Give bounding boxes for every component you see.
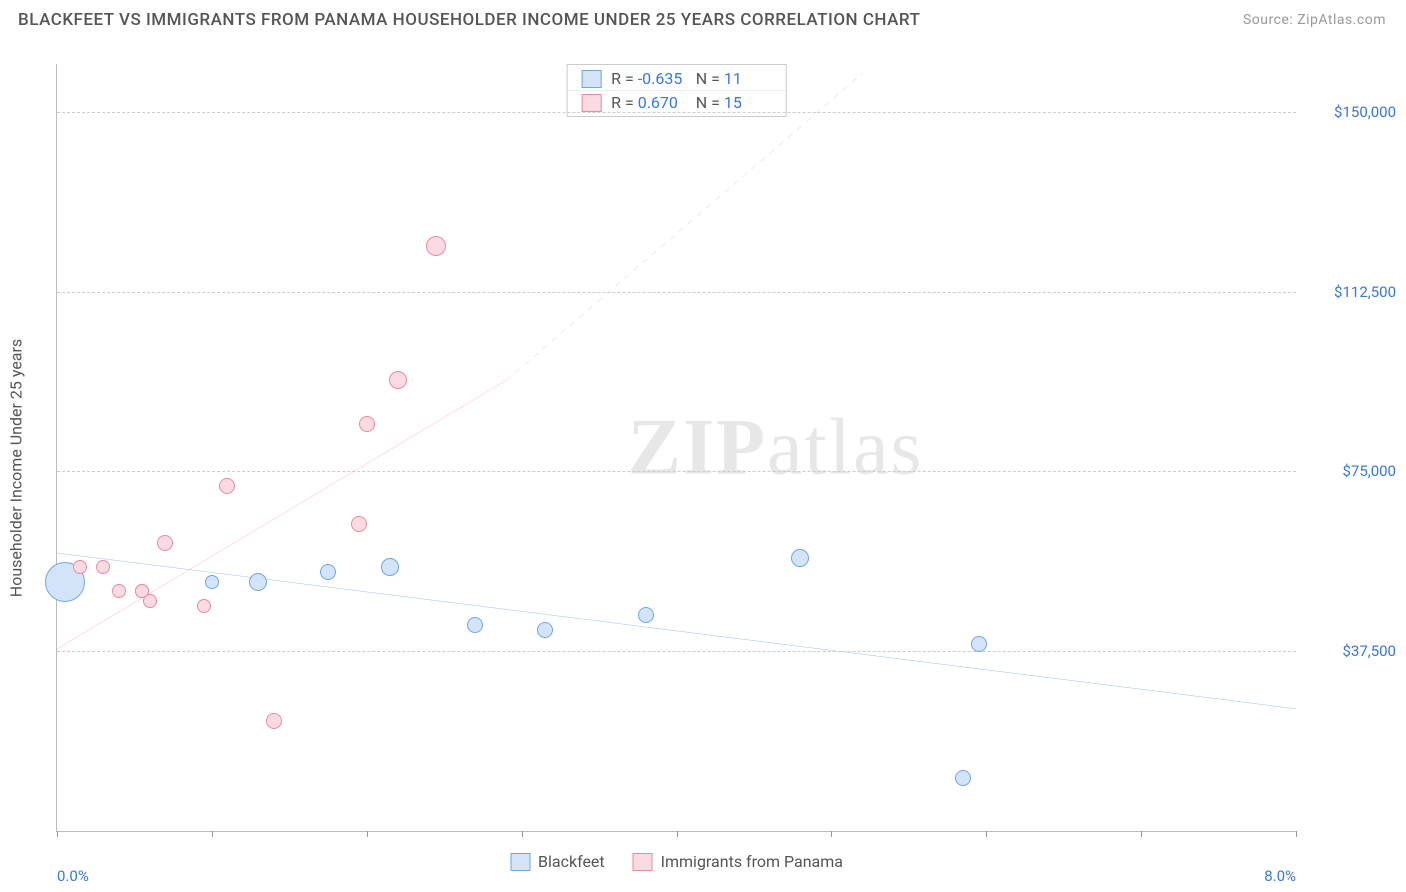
data-point [426,236,446,256]
y-axis-label: Householder Income Under 25 years [7,339,26,597]
gridline [57,651,1296,652]
x-tick-mark [57,831,58,837]
data-point [219,478,235,494]
chart-title: BLACKFEET VS IMMIGRANTS FROM PANAMA HOUS… [18,10,920,30]
data-point [467,617,483,633]
series-legend: Blackfeet Immigrants from Panama [510,852,843,871]
gridline [57,471,1296,472]
trend-line [57,553,1296,709]
x-tick-mark [1141,831,1142,837]
y-tick-label: $37,500 [1306,642,1396,660]
legend-item-blackfeet: Blackfeet [510,852,605,871]
data-point [157,535,173,551]
x-tick-mark [522,831,523,837]
data-point [96,560,110,574]
swatch-icon [581,94,601,112]
chart-header: BLACKFEET VS IMMIGRANTS FROM PANAMA HOUS… [0,0,1406,36]
y-tick-label: $75,000 [1306,462,1396,480]
legend-label: Blackfeet [538,852,605,871]
data-point [389,371,407,389]
data-point [955,770,971,786]
data-point [249,573,267,591]
trend-line [57,380,506,648]
data-point [638,607,654,623]
data-point [381,558,399,576]
plot-region: ZIPatlas R = -0.635 N = 11 R = 0.670 N =… [56,64,1296,832]
swatch-icon [633,853,653,871]
data-point [537,622,553,638]
y-tick-label: $112,500 [1306,283,1396,301]
data-point [73,560,87,574]
data-point [197,599,211,613]
data-point [320,564,336,580]
data-point [351,516,367,532]
gridline [57,292,1296,293]
stats-row-blackfeet: R = -0.635 N = 11 [567,67,786,90]
x-tick-mark [212,831,213,837]
data-point [971,636,987,652]
y-tick-label: $150,000 [1306,103,1396,121]
x-tick-mark [367,831,368,837]
legend-label: Immigrants from Panama [661,852,843,871]
x-tick-mark [677,831,678,837]
data-point [791,549,809,567]
x-tick-mark [986,831,987,837]
source-label: Source: ZipAtlas.com [1243,12,1386,28]
swatch-icon [581,70,601,88]
stats-row-panama: R = 0.670 N = 15 [567,90,786,114]
x-tick-mark [1296,831,1297,837]
data-point [359,416,375,432]
x-tick-mark [831,831,832,837]
x-tick-label: 0.0% [57,867,89,885]
correlation-stats-box: R = -0.635 N = 11 R = 0.670 N = 15 [566,64,787,117]
swatch-icon [510,853,530,871]
data-point [266,713,282,729]
x-tick-label: 8.0% [1264,867,1296,885]
legend-item-panama: Immigrants from Panama [633,852,843,871]
trend-lines-layer [57,64,1296,831]
data-point [143,594,157,608]
gridline [57,112,1296,113]
data-point [112,584,126,598]
chart-area: Householder Income Under 25 years ZIPatl… [0,44,1406,892]
trend-line [506,74,862,381]
data-point [205,575,219,589]
